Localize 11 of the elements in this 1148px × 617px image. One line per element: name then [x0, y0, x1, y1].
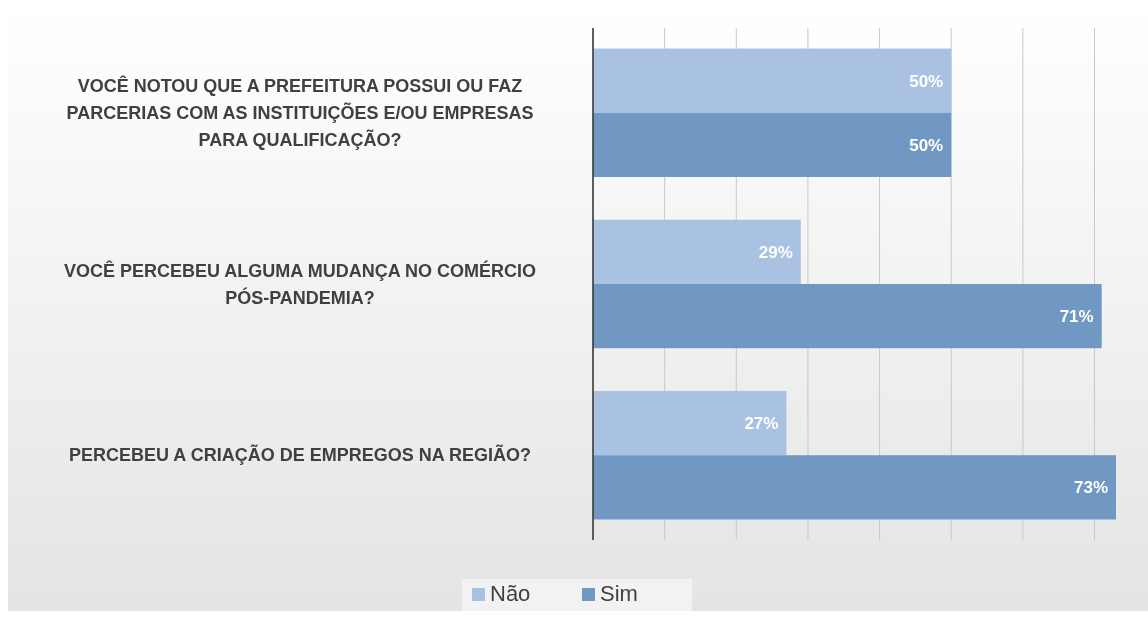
- y-tick-label: VOCÊ NOTOU QUE A PREFEITURA POSSUI OU FAZ PARCERIAS COM AS INSTITUIÇÕES E/OU EMPRESAS PARA QUALIFICAÇÃO?: [66, 74, 534, 150]
- y-tick-label: VOCÊ PERCEBEU ALGUMA MUDANÇA NO COMÉRCIO PÓS-PANDEMIA?: [63, 259, 537, 308]
- data-label: 50%: [909, 135, 944, 155]
- data-label: 73%: [1073, 478, 1108, 498]
- legend-label: Sim: [600, 581, 638, 606]
- y-tick-label: PERCEBEU A CRIAÇÃO DE EMPREGOS NA REGIÃO?: [68, 444, 532, 466]
- data-label: 27%: [744, 414, 779, 434]
- data-label: 29%: [758, 242, 793, 262]
- data-label: 71%: [1059, 307, 1094, 327]
- legend-label: Não: [490, 581, 531, 606]
- data-label: 50%: [909, 71, 944, 91]
